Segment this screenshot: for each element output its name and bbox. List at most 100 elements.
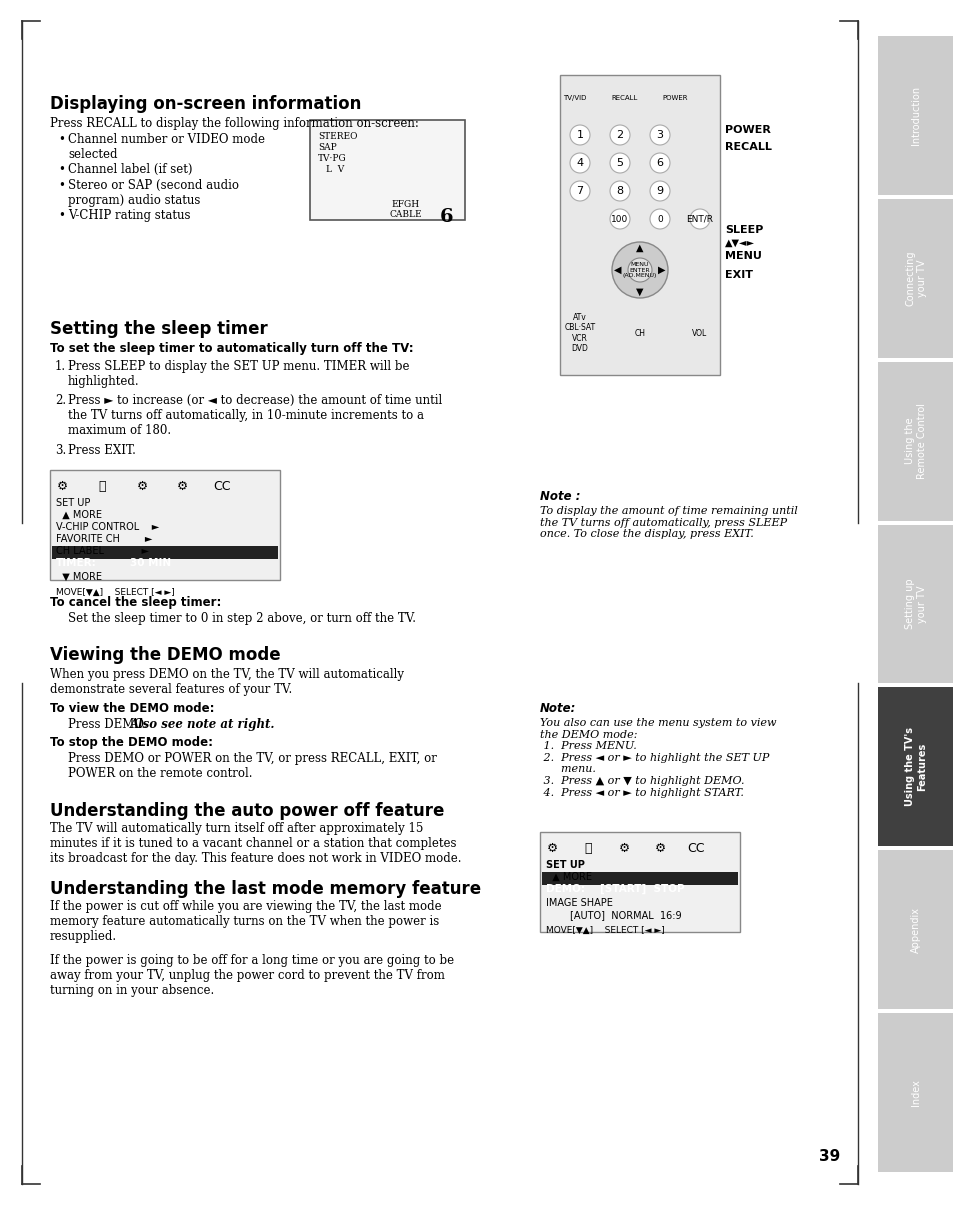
Text: The TV will automatically turn itself off after approximately 15
minutes if it i: The TV will automatically turn itself of… [50, 822, 461, 865]
Text: Stereo or SAP (second audio
program) audio status: Stereo or SAP (second audio program) aud… [68, 178, 239, 207]
Circle shape [569, 181, 589, 201]
Text: [AUTO]  NORMAL  16:9: [AUTO] NORMAL 16:9 [569, 911, 680, 920]
Text: [START]  STOP: [START] STOP [599, 884, 684, 895]
Text: RECALL: RECALL [611, 95, 638, 101]
Circle shape [569, 125, 589, 145]
Text: 6: 6 [656, 158, 662, 168]
Text: CC: CC [213, 480, 231, 493]
Text: MENU: MENU [724, 251, 761, 260]
Circle shape [609, 153, 629, 172]
Circle shape [627, 258, 651, 282]
Text: CH LABEL            ►: CH LABEL ► [56, 546, 149, 556]
Text: 100: 100 [611, 215, 628, 223]
Text: Setting the sleep timer: Setting the sleep timer [50, 320, 268, 338]
Text: MOVE[▼▲]    SELECT [◄ ►]: MOVE[▼▲] SELECT [◄ ►] [56, 589, 174, 597]
Text: Note:: Note: [539, 702, 576, 715]
Text: Channel number or VIDEO mode
selected: Channel number or VIDEO mode selected [68, 133, 265, 160]
Text: Channel label (if set): Channel label (if set) [68, 163, 193, 176]
Text: Index: Index [910, 1079, 920, 1106]
Text: TV·PG: TV·PG [317, 154, 346, 163]
Text: Appendix: Appendix [910, 907, 920, 953]
Circle shape [609, 181, 629, 201]
Text: Viewing the DEMO mode: Viewing the DEMO mode [50, 646, 280, 665]
Text: ⚙: ⚙ [546, 842, 558, 855]
Text: ▲ MORE: ▲ MORE [545, 872, 592, 882]
Text: Setting up
your TV: Setting up your TV [904, 579, 925, 630]
Text: MENU
ENTER
(AD.MENU): MENU ENTER (AD.MENU) [622, 262, 657, 279]
Circle shape [649, 125, 669, 145]
Text: MOVE[▼▲]    SELECT [◄ ►]: MOVE[▼▲] SELECT [◄ ►] [545, 926, 664, 935]
Text: CABLE: CABLE [390, 210, 422, 219]
Text: RECALL: RECALL [724, 142, 771, 152]
Circle shape [649, 153, 669, 172]
Text: Press DEMO or POWER on the TV, or press RECALL, EXIT, or
POWER on the remote con: Press DEMO or POWER on the TV, or press … [68, 753, 436, 780]
Text: Also see note at right.: Also see note at right. [130, 718, 275, 731]
Text: When you press DEMO on the TV, the TV will automatically
demonstrate several fea: When you press DEMO on the TV, the TV wi… [50, 668, 403, 696]
Text: SLEEP: SLEEP [724, 226, 762, 235]
Text: •: • [58, 178, 65, 192]
Text: 39: 39 [818, 1149, 840, 1164]
Text: 1: 1 [576, 130, 583, 140]
Text: •: • [58, 209, 65, 222]
Bar [877, 199, 953, 358]
Circle shape [649, 181, 669, 201]
Text: POWER: POWER [724, 125, 770, 135]
Circle shape [649, 209, 669, 229]
Text: To cancel the sleep timer:: To cancel the sleep timer: [50, 596, 221, 609]
Text: 5: 5 [616, 158, 623, 168]
Text: EXIT: EXIT [724, 270, 752, 280]
Text: 30 MIN: 30 MIN [130, 558, 171, 568]
Text: •: • [58, 163, 65, 176]
Text: SAP: SAP [317, 144, 336, 152]
Bar [539, 832, 740, 932]
Text: Note :: Note : [539, 490, 579, 503]
Text: 1.: 1. [55, 361, 66, 373]
Text: 🔊: 🔊 [98, 480, 106, 493]
Text: L  V: L V [326, 165, 344, 174]
Text: TIMER:: TIMER: [56, 558, 96, 568]
Text: Press DEMO.: Press DEMO. [68, 718, 151, 731]
Text: If the power is cut off while you are viewing the TV, the last mode
memory featu: If the power is cut off while you are vi… [50, 900, 441, 943]
Text: 3.: 3. [55, 444, 66, 457]
Bar [559, 75, 720, 375]
Text: ▲▼◄►: ▲▼◄► [724, 238, 754, 248]
Text: IMAGE SHAPE: IMAGE SHAPE [545, 898, 612, 908]
Text: ▶: ▶ [658, 265, 665, 275]
Bar [877, 362, 953, 521]
Text: Press SLEEP to display the SET UP menu. TIMER will be
highlighted.: Press SLEEP to display the SET UP menu. … [68, 361, 409, 388]
Text: ◀: ◀ [614, 265, 621, 275]
Text: You also can use the menu system to view
the DEMO mode:
 1.  Press MENU.
 2.  Pr: You also can use the menu system to view… [539, 718, 776, 797]
Text: 3: 3 [656, 130, 662, 140]
Circle shape [612, 242, 667, 298]
Text: To view the DEMO mode:: To view the DEMO mode: [50, 702, 214, 715]
Text: SET UP: SET UP [545, 860, 584, 870]
Text: DEMO:: DEMO: [545, 884, 584, 894]
Text: Set the sleep timer to 0 in step 2 above, or turn off the TV.: Set the sleep timer to 0 in step 2 above… [68, 611, 416, 625]
Text: V-CHIP CONTROL    ►: V-CHIP CONTROL ► [56, 522, 159, 532]
Bar [877, 850, 953, 1009]
Text: ⚙: ⚙ [136, 480, 148, 493]
Text: To stop the DEMO mode:: To stop the DEMO mode: [50, 736, 213, 749]
Text: ⚙: ⚙ [176, 480, 188, 493]
Text: Press ► to increase (or ◄ to decrease) the amount of time until
the TV turns off: Press ► to increase (or ◄ to decrease) t… [68, 394, 442, 437]
Text: V-CHIP rating status: V-CHIP rating status [68, 209, 191, 222]
Text: POWER: POWER [661, 95, 687, 101]
Text: ⚙: ⚙ [654, 842, 665, 855]
Text: 9: 9 [656, 186, 663, 197]
Text: 7: 7 [576, 186, 583, 197]
Text: 2: 2 [616, 130, 623, 140]
Text: Press RECALL to display the following information on-screen:: Press RECALL to display the following in… [50, 117, 418, 130]
Text: 8: 8 [616, 186, 623, 197]
Text: STEREO: STEREO [317, 131, 357, 141]
Circle shape [609, 209, 629, 229]
Text: Press EXIT.: Press EXIT. [68, 444, 135, 457]
Text: CH: CH [634, 328, 645, 338]
Text: Understanding the auto power off feature: Understanding the auto power off feature [50, 802, 444, 820]
Text: ▲ MORE: ▲ MORE [56, 510, 102, 520]
Text: To display the amount of time remaining until
the TV turns off automatically, pr: To display the amount of time remaining … [539, 507, 797, 539]
Text: To set the sleep timer to automatically turn off the TV:: To set the sleep timer to automatically … [50, 343, 414, 355]
Text: Using the TV's
Features: Using the TV's Features [904, 727, 925, 807]
Text: 4: 4 [576, 158, 583, 168]
Bar [877, 1013, 953, 1172]
Text: FAVORITE CH        ►: FAVORITE CH ► [56, 534, 152, 544]
